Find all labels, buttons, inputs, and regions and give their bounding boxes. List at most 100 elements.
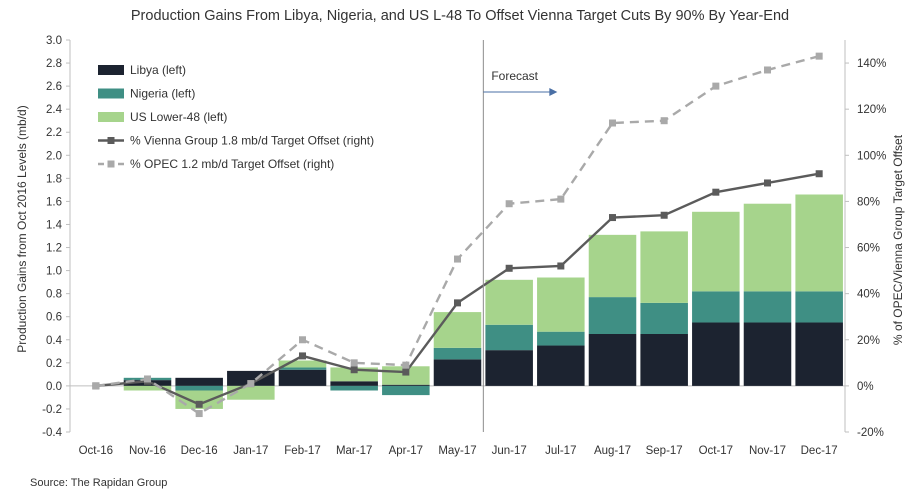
bar-segment [485, 350, 533, 386]
series-marker [454, 299, 461, 307]
bar-segment [692, 291, 740, 323]
bar-segment [433, 347, 482, 360]
series-marker [609, 214, 616, 222]
bar-segment [485, 324, 533, 351]
bar-segment [743, 291, 792, 323]
right-tick-label: 60% [857, 243, 880, 255]
x-tick-label: Jun-17 [492, 445, 527, 457]
series-marker [764, 66, 771, 74]
legend-swatch [98, 112, 124, 122]
series-marker [764, 179, 771, 187]
x-tick-label: Nov-16 [129, 445, 166, 457]
bar-segment [175, 390, 223, 409]
left-tick-label: 0.2 [46, 358, 62, 370]
bar-segment [330, 381, 378, 386]
x-tick-label: Dec-17 [801, 445, 838, 457]
left-tick-label: 1.0 [46, 266, 62, 278]
x-tick-label: Mar-17 [336, 445, 372, 457]
legend-marker [107, 160, 115, 168]
series-marker [350, 359, 358, 367]
right-axis-label: % of OPEC/Vienna Group Target Offset [891, 134, 905, 345]
left-tick-label: 1.2 [46, 243, 62, 255]
x-tick-label: May-17 [438, 445, 476, 457]
x-tick-label: Apr-17 [389, 445, 424, 457]
legend-swatch [98, 88, 124, 99]
legend-label: Nigeria (left) [130, 87, 195, 101]
forecast-label: Forecast [491, 69, 538, 83]
bar-segment [640, 302, 688, 334]
forecast-marker: Forecast [482, 40, 558, 432]
series-marker [660, 117, 668, 125]
right-tick-label: 40% [857, 289, 880, 301]
bar-segment [278, 360, 327, 368]
bar-segment [485, 279, 533, 325]
bar-segment [537, 331, 585, 346]
forecast-arrowhead-icon [549, 88, 558, 96]
left-tick-label: 1.4 [46, 219, 63, 231]
bar-segment [692, 211, 740, 292]
bar-segment [278, 367, 327, 370]
x-tick-label: Oct-16 [79, 445, 114, 457]
series-marker [402, 368, 410, 376]
bar-segment [743, 203, 792, 292]
chart-title: Production Gains From Libya, Nigeria, an… [131, 8, 789, 24]
bars [123, 194, 843, 409]
right-tick-label: 140% [857, 58, 886, 70]
legend-label: % Vienna Group 1.8 mb/d Target Offset (r… [130, 134, 374, 148]
left-tick-label: 2.8 [46, 58, 62, 70]
x-tick-label: Nov-17 [749, 445, 786, 457]
right-tick-label: 20% [857, 335, 880, 347]
x-tick-label: Feb-17 [284, 445, 320, 457]
left-tick-label: 2.2 [46, 127, 62, 139]
bar-segment [588, 334, 637, 386]
legend-label: US Lower-48 (left) [130, 110, 227, 124]
right-tick-label: 0% [857, 381, 874, 393]
lines [92, 52, 823, 418]
bar-segment [278, 369, 327, 386]
left-tick-label: 1.6 [46, 196, 62, 208]
x-tick-label: Jan-17 [233, 445, 268, 457]
x-tick-label: Sep-17 [646, 445, 683, 457]
series-marker [557, 262, 565, 270]
bar-segment [433, 312, 482, 348]
left-tick-label: 1.8 [46, 173, 62, 185]
series-marker [660, 211, 668, 219]
x-tick-label: Dec-16 [181, 445, 218, 457]
bar-segment [640, 231, 688, 303]
series-marker [712, 188, 720, 196]
bar-segment [640, 334, 688, 386]
series-marker [299, 352, 306, 360]
x-tick-label: Jul-17 [545, 445, 576, 457]
legend-label: Libya (left) [130, 63, 186, 77]
bar-segment [537, 277, 585, 332]
left-axis-label: Production Gains from Oct 2016 Levels (m… [15, 105, 29, 352]
series-marker [195, 400, 203, 408]
series-marker [712, 82, 720, 90]
bar-segment [588, 297, 637, 334]
x-tick-label: Aug-17 [594, 445, 631, 457]
series-marker [195, 410, 203, 418]
left-tick-label: 2.4 [46, 104, 63, 116]
series-marker [815, 52, 823, 60]
left-tick-label: 0.6 [46, 312, 62, 324]
series-marker [350, 366, 358, 374]
right-tick-label: 120% [857, 104, 886, 116]
bar-segment [330, 385, 378, 391]
series-marker [92, 382, 100, 390]
left-tick-label: -0.4 [42, 427, 62, 439]
left-tick-label: 0.4 [46, 335, 63, 347]
series-marker [557, 195, 565, 203]
source-note: Source: The Rapidan Group [30, 477, 167, 489]
bar-segment [382, 385, 430, 396]
bar-segment [795, 194, 843, 292]
legend-label: % OPEC 1.2 mb/d Target Offset (right) [130, 157, 334, 171]
bar-segment [175, 385, 223, 391]
bar-segment [433, 359, 482, 386]
series-marker [402, 361, 410, 369]
series-marker [247, 380, 255, 388]
series-marker [454, 255, 461, 263]
bar-segment [743, 322, 792, 386]
left-tick-label: 3.0 [46, 35, 62, 47]
legend: Libya (left) Nigeria (left) US Lower-48 (l… [98, 63, 374, 171]
